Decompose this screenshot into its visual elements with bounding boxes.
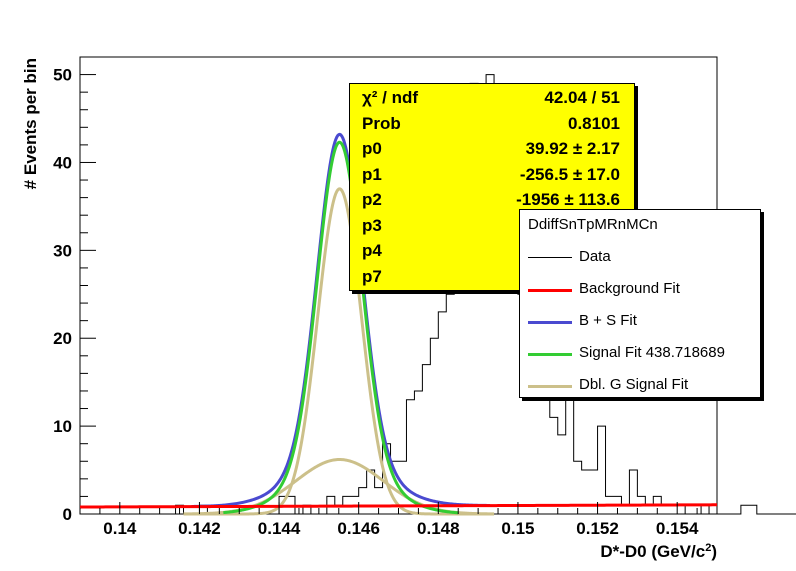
- legend-label: Data: [579, 248, 611, 265]
- y-tick-label: 30: [53, 241, 72, 260]
- stat-row: p1 -256.5 ± 17.0: [362, 165, 620, 191]
- y-tick-label: 0: [63, 505, 72, 524]
- fit-curve-3: [183, 187, 495, 516]
- y-axis-title: # Events per bin: [21, 58, 40, 189]
- x-tick-label: 0.144: [258, 519, 301, 538]
- y-tick-label: 20: [53, 329, 72, 348]
- legend-swatch: [528, 385, 572, 388]
- legend-entry: Data: [520, 246, 760, 270]
- legend-entry: Dbl. G Signal Fit: [520, 374, 760, 398]
- legend-label: Signal Fit 438.718689: [579, 344, 725, 361]
- x-tick-label: 0.152: [576, 519, 619, 538]
- legend-label: B + S Fit: [579, 312, 637, 329]
- legend-swatch: [528, 321, 572, 324]
- stat-key: p0: [362, 139, 382, 158]
- legend-title: DdiffSnTpMRnMCn: [528, 216, 658, 233]
- y-tick-label: 40: [53, 153, 72, 172]
- fit-curve-0: [79, 503, 718, 509]
- stat-key: Prob: [362, 113, 401, 133]
- legend-swatch: [528, 289, 572, 292]
- stat-value: 0.8101: [568, 113, 620, 133]
- legend-entry: Background Fit: [520, 278, 760, 302]
- stat-row: Prob 0.8101: [362, 114, 620, 140]
- x-axis-title-superscript: 2: [705, 542, 711, 554]
- stat-key: p1: [362, 164, 382, 184]
- stat-value: 39.92 ± 2.17: [525, 139, 620, 158]
- stat-key: p7: [362, 266, 382, 286]
- x-tick-label: 0.154: [656, 519, 699, 538]
- x-tick-label: 0.15: [501, 519, 534, 538]
- x-tick-label: 0.148: [417, 519, 460, 538]
- stat-row: p2 -1956 ± 113.6: [362, 190, 620, 216]
- stat-value: 42.04 / 51: [544, 88, 620, 107]
- legend-label: Dbl. G Signal Fit: [579, 376, 689, 393]
- stat-value: -256.5 ± 17.0: [519, 164, 620, 184]
- stat-key: p4: [362, 241, 382, 260]
- legend-swatch: [528, 257, 572, 258]
- legend: DdiffSnTpMRnMCn Data Background Fit B + S …: [519, 209, 761, 398]
- stat-value: -1956 ± 113.6: [516, 190, 620, 209]
- legend-entry: B + S Fit: [520, 310, 760, 334]
- x-tick-label: 0.142: [178, 519, 221, 538]
- legend-label: Background Fit: [579, 280, 680, 297]
- stat-row: χ² / ndf 42.04 / 51: [362, 88, 620, 114]
- fit-curves: [79, 132, 718, 516]
- stat-row: p0 39.92 ± 2.17: [362, 139, 620, 165]
- x-tick-label: 0.14: [103, 519, 137, 538]
- x-tick-label: 0.146: [337, 519, 380, 538]
- axes: 0.14 0.142 0.144 0.146 0.148 0.15 0.152 0.154 0 1…: [53, 56, 718, 538]
- stat-key: p2: [362, 190, 382, 209]
- stat-key: p3: [362, 215, 382, 235]
- legend-swatch: [528, 353, 572, 356]
- legend-entry: Signal Fit 438.718689: [520, 342, 760, 366]
- y-tick-label: 50: [53, 66, 72, 85]
- x-axis-title: D*-D0 (GeV/c2): [600, 542, 717, 561]
- fit-curve-1: [191, 132, 491, 508]
- stat-key: χ² / ndf: [362, 88, 419, 107]
- y-tick-label: 10: [53, 417, 72, 436]
